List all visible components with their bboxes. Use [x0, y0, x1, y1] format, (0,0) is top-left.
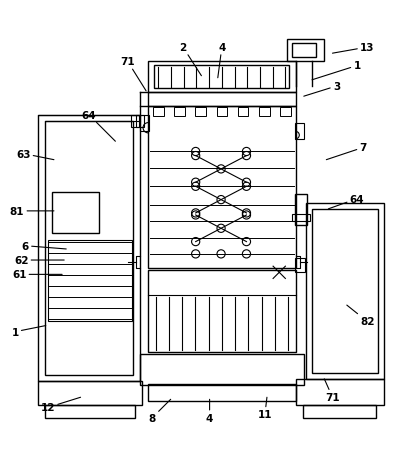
Bar — [136, 115, 144, 128]
Bar — [306, 203, 384, 379]
Text: 4: 4 — [206, 399, 213, 423]
Text: 2: 2 — [179, 43, 201, 77]
Bar — [295, 195, 307, 226]
Text: 62: 62 — [14, 256, 64, 266]
Bar — [287, 40, 324, 62]
Bar — [148, 384, 296, 401]
Text: 7: 7 — [326, 143, 367, 160]
Text: 13: 13 — [332, 43, 374, 54]
Bar — [174, 108, 185, 117]
Text: 1: 1 — [12, 326, 46, 337]
Text: 11: 11 — [258, 397, 272, 419]
Text: 64: 64 — [81, 110, 115, 142]
Bar — [37, 115, 140, 381]
Bar — [195, 108, 206, 117]
Bar — [148, 62, 296, 93]
Bar — [37, 381, 142, 406]
Bar — [291, 214, 310, 222]
Text: 1: 1 — [312, 61, 361, 80]
Text: 82: 82 — [347, 306, 374, 327]
Bar — [131, 115, 139, 128]
Bar — [295, 258, 305, 273]
Bar — [148, 93, 296, 107]
Bar — [217, 108, 227, 117]
Text: 63: 63 — [16, 149, 54, 160]
Text: 71: 71 — [324, 379, 340, 402]
Text: 4: 4 — [218, 43, 226, 79]
Bar — [259, 108, 270, 117]
Bar — [291, 44, 316, 58]
Bar — [238, 108, 248, 117]
Bar — [140, 115, 149, 132]
Text: 3: 3 — [304, 82, 340, 97]
Text: 6: 6 — [22, 241, 66, 251]
Bar — [148, 271, 296, 352]
Bar — [312, 209, 378, 373]
Bar — [154, 66, 289, 89]
Bar — [45, 121, 133, 375]
Text: 81: 81 — [10, 207, 54, 217]
Bar — [296, 379, 384, 406]
Bar — [45, 405, 135, 418]
Bar — [48, 240, 132, 322]
Bar — [148, 107, 296, 268]
Bar — [52, 193, 99, 234]
Text: 71: 71 — [120, 57, 146, 92]
Bar — [303, 405, 376, 418]
Bar — [280, 108, 291, 117]
Text: 12: 12 — [41, 397, 81, 413]
Bar — [295, 124, 304, 140]
Bar — [140, 355, 304, 385]
Text: 64: 64 — [328, 194, 365, 209]
Text: 61: 61 — [12, 270, 62, 280]
Text: 8: 8 — [149, 399, 171, 423]
Bar — [153, 108, 164, 117]
